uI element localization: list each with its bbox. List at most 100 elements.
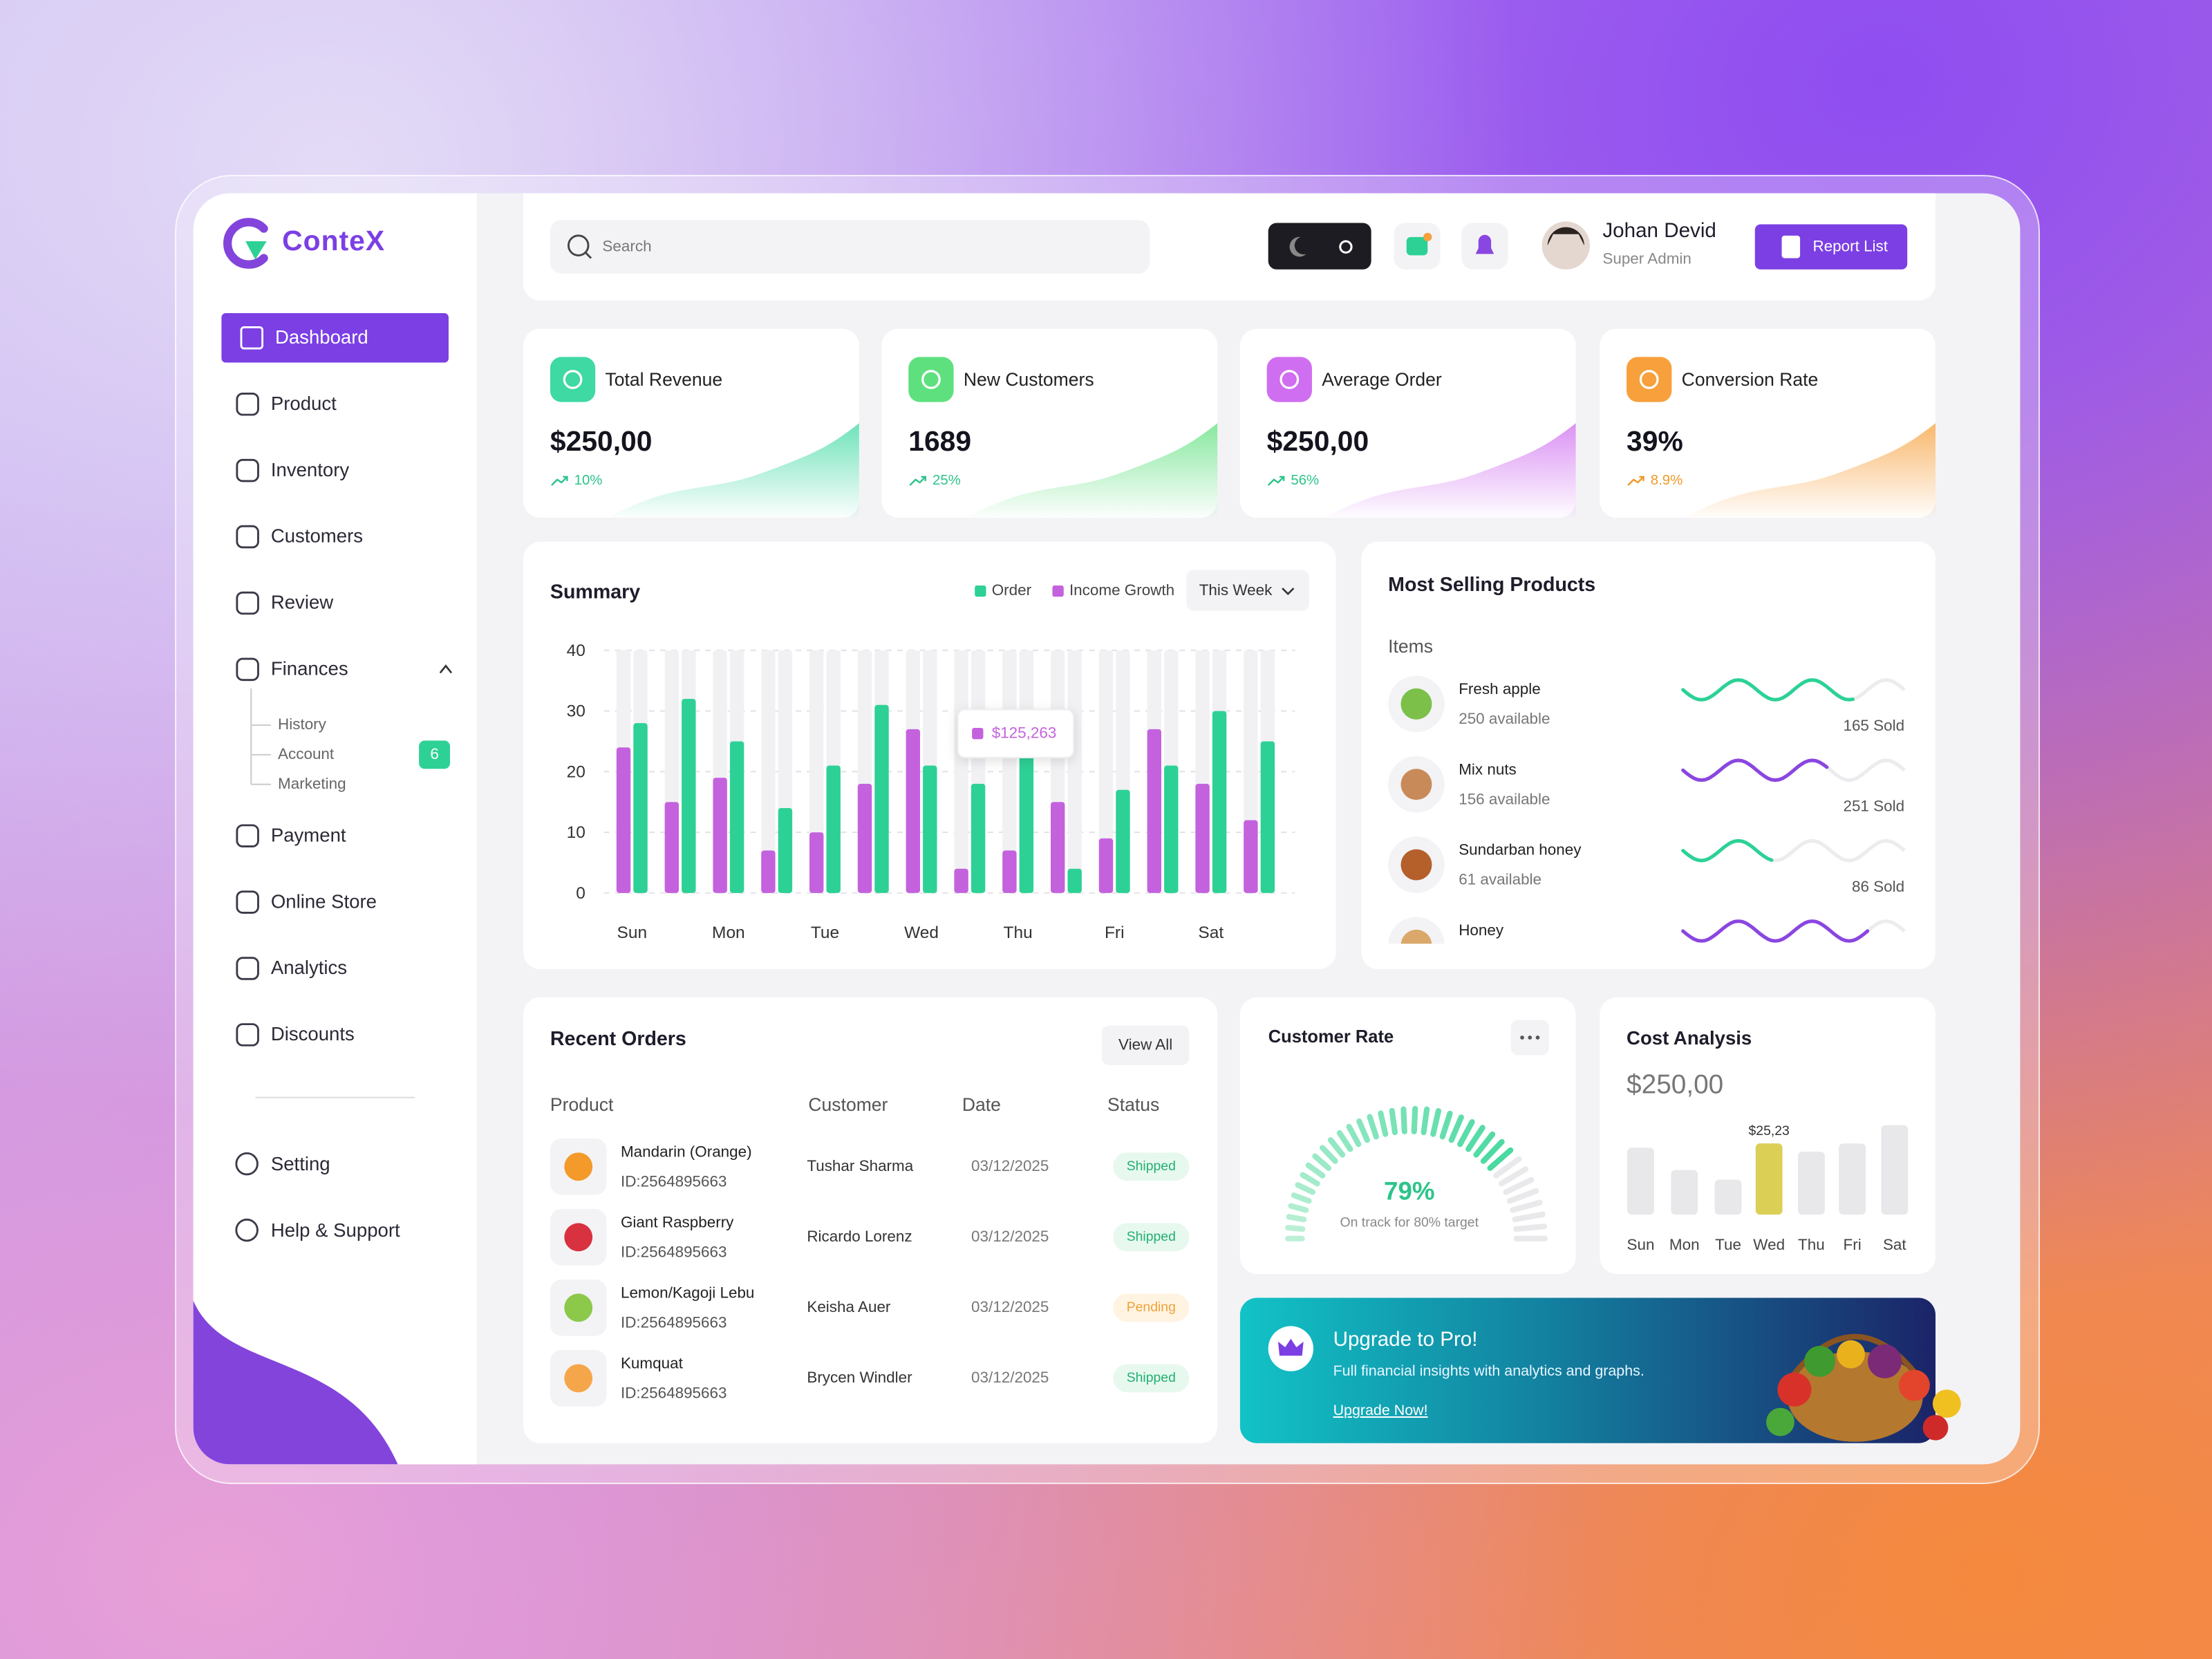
report-label[interactable]: Report List [1812, 238, 1888, 256]
gauge-track [1493, 1156, 1548, 1241]
product-name: Lemon/Kagoji Lebu [620, 1285, 755, 1302]
view-all[interactable]: View All [1118, 1037, 1173, 1054]
menu-icon [236, 525, 259, 549]
stat-icon-glyph [563, 370, 583, 389]
cost-bar [1627, 1147, 1654, 1215]
menu-icon [236, 1023, 259, 1047]
bar [971, 783, 986, 893]
submenu-item[interactable]: Account [278, 746, 335, 764]
bar-track [1067, 650, 1082, 893]
y-tick-label: 40 [566, 640, 585, 661]
product-image [1400, 769, 1432, 800]
menu-icon [235, 1218, 259, 1242]
gauge-tick [1448, 1114, 1464, 1143]
status-pill [1113, 1293, 1190, 1322]
bar [1002, 850, 1017, 893]
gauge-tick [1493, 1156, 1522, 1179]
cost-title: Cost Analysis [1627, 1027, 1752, 1049]
menu-item[interactable]: Discounts [270, 1023, 355, 1045]
gauge-tick [1346, 1123, 1362, 1147]
cost-bar [1755, 1143, 1783, 1215]
menu-item[interactable]: Inventory [270, 459, 350, 480]
gauge-tick [1513, 1224, 1547, 1232]
trend-arrow [1627, 476, 1644, 486]
product-fruit [564, 1223, 593, 1252]
bar [664, 802, 679, 893]
product-name: Kumquat [620, 1356, 683, 1373]
report-icon [1781, 235, 1801, 259]
menu-item[interactable]: Dashboard [274, 326, 368, 348]
menu-item[interactable]: Setting [270, 1153, 330, 1174]
stat-value: $250,00 [1266, 427, 1369, 458]
stat-value: 1689 [908, 427, 972, 458]
bar [1116, 789, 1130, 893]
stat-icon-glyph [921, 370, 941, 389]
cost-day-label: Sat [1882, 1237, 1906, 1255]
legend-label: Order [991, 582, 1032, 600]
stat-change: 10% [574, 473, 603, 489]
product-image [1400, 849, 1432, 881]
stat-icon-glyph [1639, 370, 1659, 389]
search-box[interactable] [550, 220, 1150, 274]
bar-track [954, 650, 968, 893]
stat-value: $250,00 [550, 427, 653, 458]
menu-icon [235, 1152, 259, 1176]
menu-item[interactable]: Review [270, 592, 334, 613]
product-id: ID:2564895663 [620, 1315, 727, 1332]
product-image [1400, 688, 1432, 720]
order-status: Shipped [1126, 1370, 1176, 1387]
gauge-tick [1411, 1105, 1418, 1134]
customer-name: Ricardo Lorenz [807, 1228, 912, 1246]
stat-icon [1627, 357, 1672, 402]
menu-item[interactable]: Online Store [270, 890, 377, 912]
column-header: Customer [808, 1094, 888, 1116]
bar [778, 807, 793, 893]
stat-icon [908, 357, 954, 402]
menu-item[interactable]: Payment [270, 824, 346, 846]
menu-item[interactable]: Finances [270, 658, 348, 679]
tooltip-swatch [972, 728, 984, 740]
bar [1098, 838, 1114, 893]
gauge-tick [1288, 1203, 1309, 1213]
bar [954, 868, 968, 893]
cost-day-label: Tue [1715, 1237, 1741, 1255]
item-available: 156 available [1459, 791, 1550, 809]
gauge-tick [1367, 1114, 1379, 1140]
brand-name: ConteX [282, 226, 386, 258]
bar [616, 747, 631, 893]
gauge-tick [1439, 1110, 1453, 1140]
menu-item[interactable]: Customers [270, 525, 364, 547]
bar [1019, 717, 1034, 893]
cost-day-label: Thu [1798, 1237, 1825, 1255]
menu-icon [236, 591, 259, 615]
menu-item[interactable]: Help & Support [270, 1219, 400, 1241]
upgrade-link[interactable]: Upgrade Now! [1333, 1402, 1428, 1420]
submenu-item[interactable]: History [278, 716, 326, 734]
stat-label: Average Order [1322, 368, 1442, 391]
waves [1388, 675, 1906, 944]
period-label[interactable]: This Week [1199, 582, 1273, 600]
cost-analysis-card [1600, 997, 1936, 1274]
search-icon [568, 234, 590, 256]
menu-active[interactable] [221, 313, 449, 363]
stat-wave [966, 423, 1218, 518]
menu-item[interactable]: Product [270, 393, 337, 414]
tooltip-value: $125,263 [991, 724, 1057, 742]
theme-toggle[interactable] [1268, 223, 1371, 270]
menu-icon [236, 458, 259, 482]
trend-arrow [909, 476, 926, 486]
submenu-item[interactable]: Marketing [278, 776, 346, 793]
period-select[interactable] [1186, 570, 1309, 611]
column-header: Status [1107, 1094, 1160, 1116]
menu-item[interactable]: Analytics [270, 957, 348, 979]
mail-dot [1423, 232, 1432, 241]
stat-label: Conversion Rate [1681, 368, 1819, 391]
gauge-fill [1285, 1105, 1514, 1241]
item-available: 250 available [1459, 711, 1550, 729]
view-all-button[interactable] [1101, 1025, 1190, 1065]
stat-label: New Customers [963, 368, 1094, 391]
order-status: Shipped [1126, 1159, 1176, 1174]
customer-name: Keisha Auer [807, 1299, 891, 1317]
item-name: Sundarban honey [1459, 842, 1582, 859]
